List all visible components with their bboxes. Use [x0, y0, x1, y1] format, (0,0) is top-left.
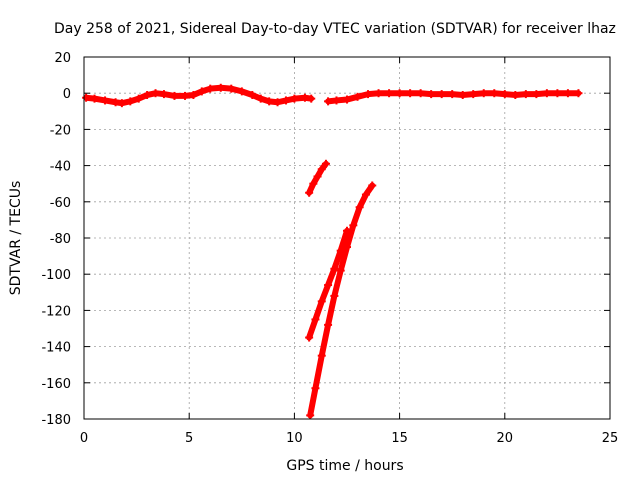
x-tick-labels: 0 5 10 15 20 25 [80, 431, 618, 446]
data-point [574, 89, 583, 98]
data-point [317, 165, 326, 174]
data-point [305, 333, 314, 342]
data-point [427, 90, 436, 99]
data-point [307, 94, 316, 103]
data-point [511, 91, 520, 100]
data-point [90, 94, 99, 103]
x-axis-label: GPS time / hours [286, 458, 403, 474]
axis-ticks [83, 56, 611, 420]
data-point [332, 96, 341, 105]
y-tick-label: -80 [50, 232, 71, 247]
data-point [368, 181, 377, 190]
data-point [313, 172, 322, 181]
data-point [532, 90, 541, 99]
data-point [197, 87, 206, 96]
data-point [500, 90, 509, 99]
chart-title: Day 258 of 2021, Sidereal Day-to-day VTE… [54, 21, 616, 37]
data-point [273, 98, 282, 107]
data-point [117, 99, 126, 108]
data-point [159, 90, 168, 99]
data-point [227, 84, 236, 93]
y-tick-label: -20 [50, 123, 71, 138]
x-tick-label: 15 [391, 431, 408, 446]
data-point [324, 97, 333, 106]
data-point [490, 89, 499, 98]
data-point [180, 91, 189, 100]
data-point [324, 320, 333, 329]
data-point [101, 96, 110, 105]
data-point [248, 91, 257, 100]
data-point [336, 266, 345, 275]
data-point [126, 97, 135, 106]
data-point [170, 91, 179, 100]
x-tick-label: 0 [80, 431, 88, 446]
data-point [311, 315, 320, 324]
y-axis-label: SDTVAR / TECUs [8, 181, 24, 296]
y-tick-label: -60 [50, 196, 71, 211]
data-point [321, 159, 330, 168]
data-point [134, 94, 143, 103]
data-point [355, 203, 364, 212]
data-point [265, 97, 274, 106]
data-point [353, 92, 362, 101]
y-tick-label: 0 [63, 87, 71, 102]
data-point [364, 90, 373, 99]
data-point [151, 89, 160, 98]
data-point [216, 83, 225, 92]
data-point [448, 90, 457, 99]
y-tick-labels: 20 0 -20 -40 -60 -80 -100 -120 -140 -160 -180 [41, 51, 71, 428]
y-tick-label: -40 [50, 160, 71, 175]
data-point [324, 281, 333, 290]
data-point [206, 84, 215, 93]
data-point [317, 297, 326, 306]
data-point [374, 89, 383, 98]
data-point [437, 90, 446, 99]
data-point [330, 291, 339, 300]
data-point [189, 91, 198, 100]
y-tick-label: -120 [41, 304, 71, 319]
data-point [406, 89, 415, 98]
data-point [563, 89, 572, 98]
data-point [469, 90, 478, 99]
data-point [343, 95, 351, 104]
data-point [305, 188, 314, 197]
x-tick-label: 10 [286, 431, 303, 446]
data-point [290, 94, 299, 103]
y-tick-label: -160 [41, 377, 71, 392]
data-point [82, 93, 91, 102]
data-point [542, 89, 551, 98]
data-point [343, 243, 351, 252]
data-point [361, 190, 370, 199]
data-point [385, 89, 394, 98]
data-point [237, 87, 246, 96]
data-point [521, 90, 530, 99]
data-point [330, 264, 339, 273]
y-tick-label: 20 [54, 51, 71, 66]
data-point [317, 351, 326, 360]
data-point [416, 89, 425, 98]
x-tick-label: 20 [497, 431, 514, 446]
y-tick-label: -140 [41, 341, 71, 356]
x-tick-label: 5 [185, 431, 193, 446]
data-points [82, 83, 583, 420]
data-point [479, 89, 488, 98]
data-point [306, 411, 315, 420]
x-tick-label: 25 [602, 431, 619, 446]
data-point [143, 91, 152, 100]
y-tick-label: -180 [41, 413, 71, 428]
data-point [256, 94, 265, 103]
y-tick-label: -100 [41, 268, 71, 283]
data-point [349, 221, 358, 230]
data-point [281, 96, 290, 105]
data-point [395, 89, 404, 98]
data-point [553, 89, 562, 98]
data-point [458, 91, 467, 100]
data-point [311, 384, 320, 393]
grid-lines [84, 57, 610, 419]
data-point [309, 179, 318, 188]
